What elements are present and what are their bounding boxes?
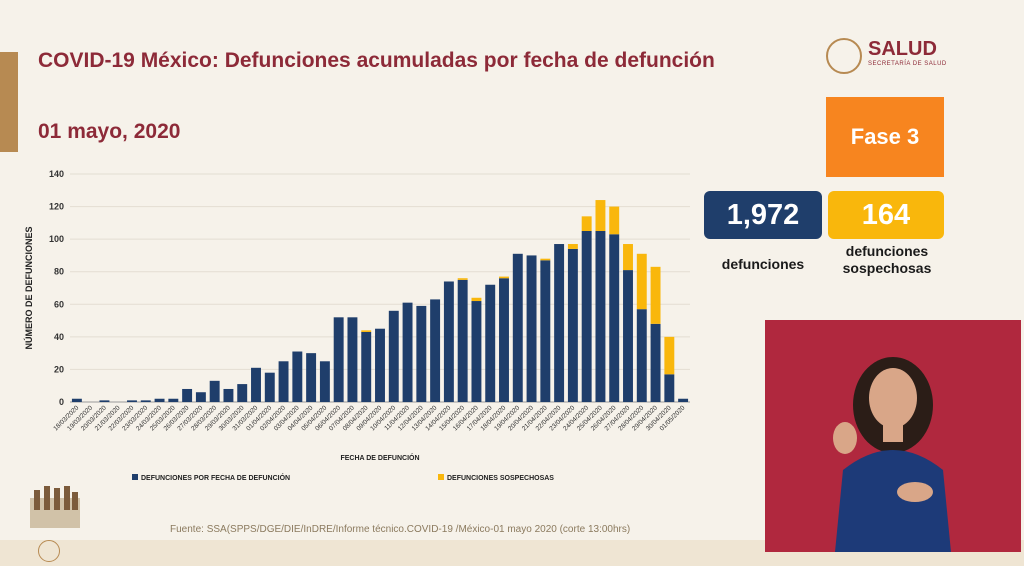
suspected-label-line1: defunciones [822,243,952,260]
bar-suspected [609,207,619,235]
y-tick-label: 120 [49,202,64,212]
logo-name: SALUD [868,38,937,61]
bar-confirmed [430,299,440,402]
report-date: 01 mayo, 2020 [38,120,180,144]
suspected-label-line2: sospechosas [822,260,952,277]
bar-suspected [595,200,605,231]
y-tick-label: 140 [49,169,64,179]
bar-suspected [458,278,468,280]
bar-confirmed [168,399,178,402]
bar-confirmed [334,317,344,402]
bar-confirmed [458,280,468,402]
bar-suspected [499,277,509,279]
bar-confirmed [99,400,109,402]
bar-confirmed [664,374,674,402]
bar-confirmed [127,400,137,402]
bar-confirmed [582,231,592,402]
y-tick-label: 0 [59,397,64,407]
bar-suspected [651,267,661,324]
bar-confirmed [306,353,316,402]
bar-suspected [540,259,550,261]
bar-suspected [582,216,592,231]
bar-confirmed [444,281,454,402]
bar-suspected [637,254,647,309]
bar-suspected [664,337,674,374]
bar-confirmed [499,278,509,402]
bar-confirmed [595,231,605,402]
deaths-count: 1,972 [704,191,822,239]
bar-confirmed [72,399,82,402]
y-tick-label: 60 [54,299,64,309]
bar-confirmed [609,234,619,402]
bar-confirmed [251,368,261,402]
bar-confirmed [485,285,495,402]
bar-confirmed [568,249,578,402]
bar-confirmed [403,303,413,402]
bar-confirmed [347,317,357,402]
bar-confirmed [513,254,523,402]
government-seal-icon [826,38,862,74]
legend-swatch-confirmed [132,474,138,480]
legend-swatch-suspected [438,474,444,480]
interpreter-figure [765,320,1021,552]
logo-subtitle: SECRETARÍA DE SALUD [868,61,947,67]
decorative-left-bar [0,52,18,152]
bar-confirmed [237,384,247,402]
bar-confirmed [155,399,165,402]
bar-confirmed [292,352,302,402]
bar-suspected [471,298,481,301]
bar-confirmed [471,301,481,402]
y-tick-label: 80 [54,267,64,277]
historical-figures-emblem [26,478,84,536]
bar-confirmed [540,260,550,402]
x-axis-label: FECHA DE DEFUNCIÓN [340,453,419,462]
page-title: COVID-19 México: Defunciones acumuladas … [38,48,738,73]
y-tick-label: 40 [54,332,64,342]
bar-confirmed [196,392,206,402]
bar-confirmed [637,309,647,402]
bar-confirmed [389,311,399,402]
bar-confirmed [279,361,289,402]
bar-confirmed [265,373,275,402]
salud-logo: SALUD SECRETARÍA DE SALUD [826,38,956,78]
y-tick-label: 100 [49,234,64,244]
phase-badge: Fase 3 [826,97,944,177]
deaths-label: defunciones [704,256,822,272]
y-axis-label: NÚMERO DE DEFUNCIONES [23,226,34,349]
bar-suspected [623,244,633,270]
y-tick-label: 20 [54,364,64,374]
bar-confirmed [320,361,330,402]
bar-confirmed [361,332,371,402]
bar-confirmed [554,244,564,402]
legend-label-suspected: DEFUNCIONES SOSPECHOSAS [447,475,554,482]
bar-confirmed [678,399,688,402]
bottom-seal-icon [38,540,60,562]
bar-suspected [361,330,371,332]
bar-confirmed [182,389,192,402]
sign-language-interpreter-video [765,320,1021,552]
suspected-label: defunciones sospechosas [822,243,952,277]
legend-label-confirmed: DEFUNCIONES POR FECHA DE DEFUNCIÓN [141,473,290,482]
bar-confirmed [623,270,633,402]
bar-confirmed [527,255,537,402]
bar-suspected [568,244,578,249]
bar-confirmed [141,400,151,402]
bar-confirmed [416,306,426,402]
suspected-count: 164 [828,191,944,239]
bar-confirmed [223,389,233,402]
bar-confirmed [375,329,385,402]
bar-confirmed [651,324,661,402]
source-note: Fuente: SSA(SPPS/DGE/DIE/InDRE/Informe t… [170,524,630,535]
bar-confirmed [210,381,220,402]
